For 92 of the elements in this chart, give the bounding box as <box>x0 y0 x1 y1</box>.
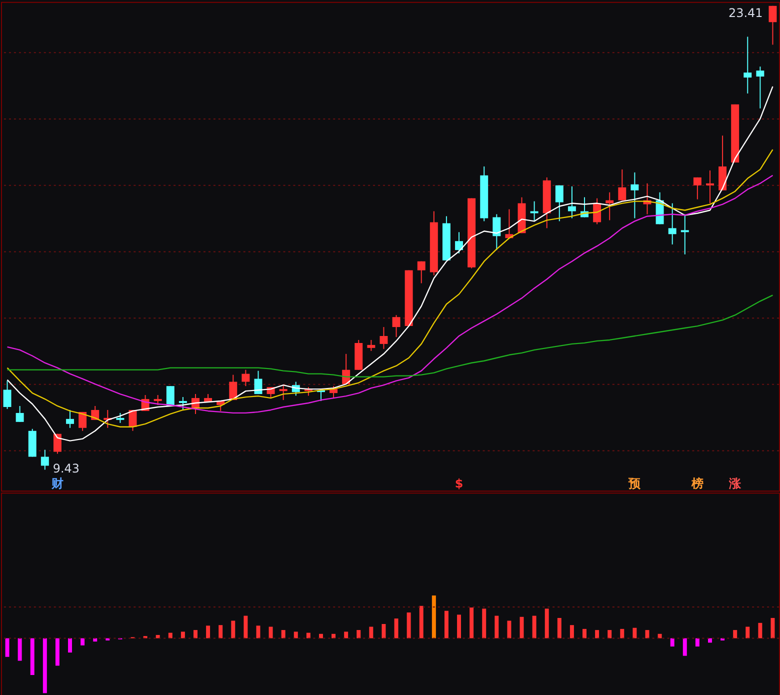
bar <box>570 625 574 638</box>
bar <box>332 634 336 638</box>
bar <box>620 628 624 638</box>
candlestick <box>40 449 49 470</box>
bar <box>419 606 424 638</box>
bar <box>68 638 72 653</box>
bar <box>244 616 248 638</box>
candlestick <box>492 214 501 251</box>
candlestick <box>693 176 702 200</box>
annotation: 9.43 <box>52 462 80 476</box>
candlestick <box>367 339 376 352</box>
bar <box>758 622 762 638</box>
bar <box>30 638 34 676</box>
bar <box>42 638 47 694</box>
text: $ <box>454 476 464 491</box>
bar <box>369 626 374 638</box>
candlestick <box>66 409 74 428</box>
bar <box>382 624 386 638</box>
candlestick <box>417 260 426 284</box>
bar <box>180 632 185 638</box>
bar <box>670 638 674 646</box>
bar <box>168 632 172 638</box>
bar <box>394 618 398 638</box>
bar <box>682 638 687 656</box>
bar <box>55 638 60 666</box>
candlestick <box>768 5 777 46</box>
bar <box>5 638 10 657</box>
bar <box>356 630 361 638</box>
text: 榜 <box>690 476 704 491</box>
candlestick <box>668 202 676 245</box>
bar <box>218 625 223 638</box>
annotation: 23.41 <box>728 6 763 20</box>
bar <box>544 608 549 638</box>
bar <box>268 626 273 638</box>
candlestick <box>78 411 87 432</box>
bar <box>194 630 198 638</box>
bar <box>18 638 22 661</box>
candlestick <box>555 184 564 222</box>
bar <box>444 610 448 638</box>
bar <box>520 616 524 638</box>
bar <box>306 632 310 638</box>
candlestick <box>706 170 714 204</box>
bar <box>632 628 637 638</box>
bar <box>608 630 612 638</box>
candlestick <box>178 396 187 410</box>
bar <box>156 634 160 638</box>
candlestick <box>744 36 752 94</box>
bar <box>344 632 348 638</box>
candlestick <box>718 135 727 191</box>
bar <box>532 616 536 638</box>
bar <box>406 612 411 638</box>
bar <box>470 608 474 638</box>
bar <box>432 595 436 638</box>
bar <box>770 618 775 638</box>
bar <box>318 634 323 638</box>
bar <box>294 632 298 638</box>
candlestick <box>618 168 626 201</box>
bar <box>595 630 600 638</box>
candlestick <box>242 369 250 387</box>
text: 预 <box>628 476 642 491</box>
candlestick <box>154 394 162 406</box>
bar <box>231 620 236 638</box>
bar <box>281 630 286 638</box>
bar <box>482 608 486 638</box>
bar <box>457 614 462 638</box>
candlestick <box>680 214 689 255</box>
candlestick <box>380 326 388 350</box>
bar <box>80 638 85 646</box>
bar <box>733 630 738 638</box>
candlestick <box>392 314 400 338</box>
bar <box>494 616 499 638</box>
candlestick <box>606 192 614 221</box>
bar <box>645 630 650 638</box>
text: 财 <box>50 476 64 491</box>
candlestick <box>16 405 24 422</box>
candlestick <box>279 384 288 401</box>
bar <box>206 626 210 638</box>
bar <box>557 618 562 638</box>
bar <box>746 626 750 638</box>
bar <box>695 638 700 646</box>
bar <box>582 628 586 638</box>
candlestick <box>3 380 12 410</box>
candlestick <box>630 172 639 219</box>
candlestick <box>568 186 576 219</box>
candlestick <box>455 232 464 254</box>
text: 涨 <box>728 476 742 491</box>
bar <box>256 626 260 638</box>
candlestick <box>116 412 124 424</box>
candlestick <box>530 200 538 222</box>
bar <box>658 634 662 638</box>
candlestick <box>756 66 764 109</box>
bar <box>507 620 512 638</box>
